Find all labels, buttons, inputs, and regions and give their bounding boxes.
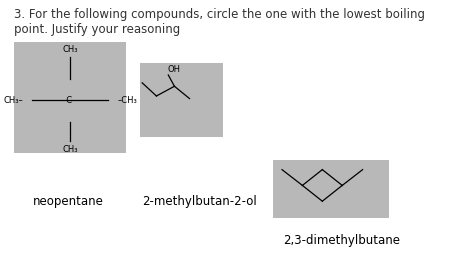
- Text: 3. For the following compounds, circle the one with the lowest boiling
point. Ju: 3. For the following compounds, circle t…: [14, 8, 425, 36]
- Text: –C–: –C–: [63, 96, 77, 105]
- Text: CH₃: CH₃: [63, 145, 78, 154]
- Text: 2,3-dimethylbutane: 2,3-dimethylbutane: [283, 234, 400, 247]
- Bar: [140, 63, 223, 137]
- Text: 2-methylbutan-2-ol: 2-methylbutan-2-ol: [142, 195, 256, 208]
- Text: CH₃: CH₃: [63, 45, 78, 54]
- Text: –CH₃: –CH₃: [118, 96, 137, 105]
- Text: OH: OH: [168, 65, 181, 74]
- Bar: [14, 42, 126, 153]
- Text: CH₃–: CH₃–: [4, 96, 24, 105]
- Bar: [273, 160, 389, 218]
- Text: neopentane: neopentane: [33, 195, 104, 208]
